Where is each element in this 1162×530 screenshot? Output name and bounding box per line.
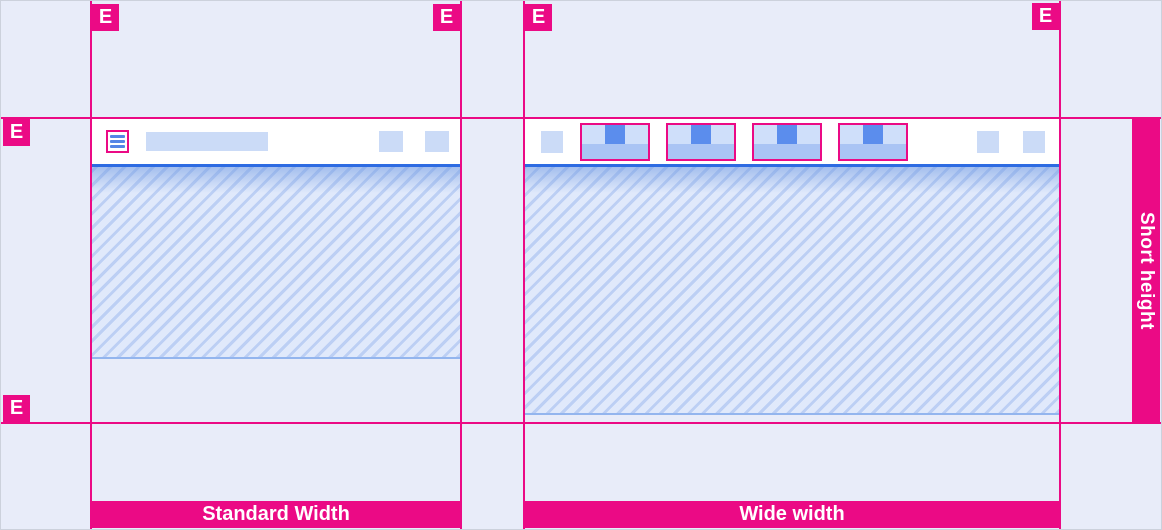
content-area-placeholder xyxy=(92,167,460,359)
title-placeholder xyxy=(146,132,268,151)
wide-app-toolbar xyxy=(525,119,1059,164)
keyline-marker-bottom-edge: E xyxy=(3,395,30,422)
tab-label-band xyxy=(582,144,648,159)
keyline-vertical-standard-left xyxy=(90,1,92,529)
wide-width-caption: Wide width xyxy=(525,501,1059,528)
action-placeholder[interactable] xyxy=(1023,131,1045,153)
tab-icon xyxy=(605,125,625,144)
tab-icon-area xyxy=(668,125,734,144)
short-height-banner: Short height xyxy=(1132,119,1160,422)
toolbar-accent-line xyxy=(525,164,1059,167)
standard-width-caption: Standard Width xyxy=(92,501,460,528)
hamburger-menu-icon[interactable] xyxy=(106,130,129,153)
tab-placeholder[interactable] xyxy=(838,123,908,161)
tab-icon-area xyxy=(840,125,906,144)
standard-app-toolbar xyxy=(92,119,460,164)
action-placeholder[interactable] xyxy=(425,131,449,152)
tab-label-band xyxy=(668,144,734,159)
action-placeholder[interactable] xyxy=(977,131,999,153)
keyline-marker-wide-left: E xyxy=(525,4,552,31)
tab-placeholder[interactable] xyxy=(666,123,736,161)
keyline-vertical-standard-right xyxy=(460,1,462,529)
tab-icon-area xyxy=(582,125,648,144)
leading-placeholder[interactable] xyxy=(541,131,563,153)
tab-icon xyxy=(691,125,711,144)
tab-placeholder[interactable] xyxy=(752,123,822,161)
keyline-marker-standard-right: E xyxy=(433,4,460,31)
keyline-horizontal-top xyxy=(1,117,1161,119)
keyline-vertical-wide-left xyxy=(523,1,525,529)
keyline-marker-top-edge: E xyxy=(3,119,30,146)
tab-placeholder[interactable] xyxy=(580,123,650,161)
keyline-marker-standard-left: E xyxy=(92,4,119,31)
keyline-marker-wide-right: E xyxy=(1032,3,1059,30)
content-area-placeholder xyxy=(525,167,1059,415)
tab-icon-area xyxy=(754,125,820,144)
tab-label-band xyxy=(840,144,906,159)
tab-label-band xyxy=(754,144,820,159)
tab-icon xyxy=(863,125,883,144)
keyline-vertical-wide-right xyxy=(1059,1,1061,529)
toolbar-accent-line xyxy=(92,164,460,167)
tab-icon xyxy=(777,125,797,144)
keyline-horizontal-bottom xyxy=(1,422,1161,424)
action-placeholder[interactable] xyxy=(379,131,403,152)
